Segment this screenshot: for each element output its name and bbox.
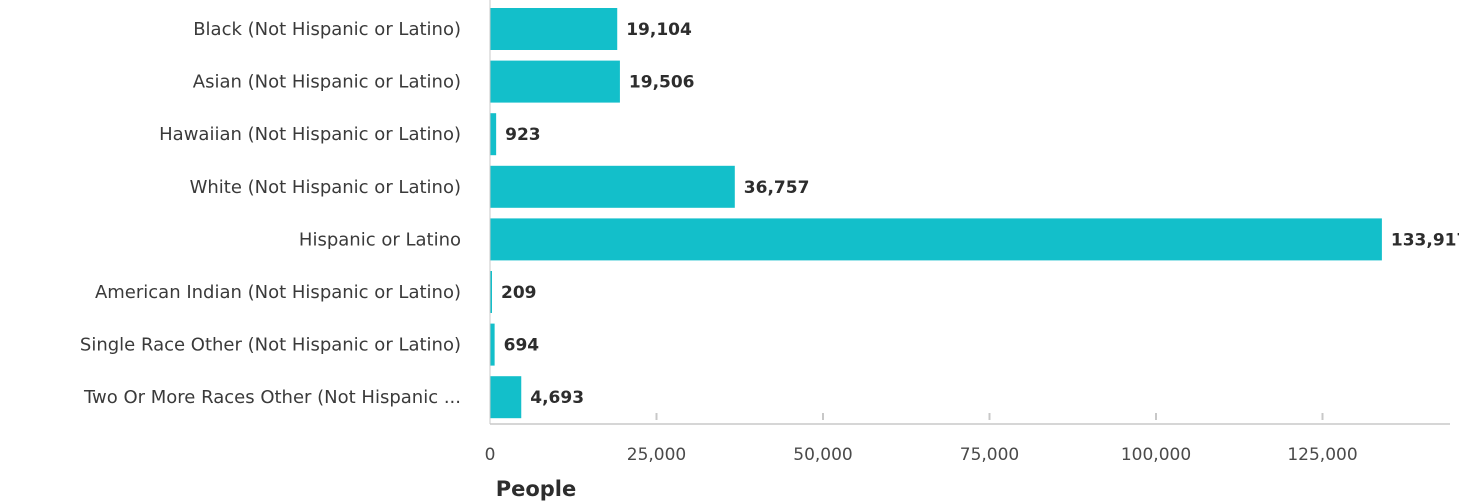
category-labels: Black (Not Hispanic or Latino) Asian (Not…: [80, 19, 461, 408]
category-label: Single Race Other (Not Hispanic or Latin…: [80, 335, 461, 356]
x-axis-title: People: [496, 477, 577, 501]
tick-label: 50,000: [793, 445, 852, 465]
value-label: 4,693: [530, 388, 584, 408]
tick-label: 100,000: [1121, 445, 1191, 465]
bar[interactable]: [490, 218, 1382, 261]
value-label: 19,104: [626, 20, 692, 40]
bars-layer: [490, 8, 1382, 419]
value-label: 19,506: [629, 73, 695, 93]
value-label: 36,757: [744, 178, 810, 198]
bar[interactable]: [490, 113, 497, 156]
value-label: 694: [504, 336, 540, 356]
value-label: 923: [505, 125, 541, 145]
category-label: Hawaiian (Not Hispanic or Latino): [159, 124, 461, 145]
value-labels: 19,104 19,506 923 36,757 133,917 209 694 4,693: [501, 20, 1459, 408]
tick-label: 75,000: [960, 445, 1019, 465]
category-label: Black (Not Hispanic or Latino): [193, 19, 461, 40]
value-label: 209: [501, 283, 537, 303]
tick-label: 25,000: [627, 445, 686, 465]
x-axis: 0 25,000 50,000 75,000 100,000 125,000: [485, 0, 1450, 465]
category-label: American Indian (Not Hispanic or Latino): [95, 282, 461, 303]
category-label: Two Or More Races Other (Not Hispanic ..…: [83, 387, 461, 408]
bar[interactable]: [490, 165, 735, 208]
tick-label: 125,000: [1287, 445, 1357, 465]
bar[interactable]: [490, 60, 620, 103]
bar[interactable]: [490, 323, 495, 366]
bar[interactable]: [490, 8, 618, 50]
bar[interactable]: [490, 271, 492, 313]
tick-label: 0: [485, 445, 496, 465]
category-label: White (Not Hispanic or Latino): [190, 177, 461, 198]
value-label: 133,917: [1391, 230, 1459, 250]
category-label: Hispanic or Latino: [299, 229, 461, 250]
category-label: Asian (Not Hispanic or Latino): [193, 72, 461, 93]
bar[interactable]: [490, 376, 522, 419]
